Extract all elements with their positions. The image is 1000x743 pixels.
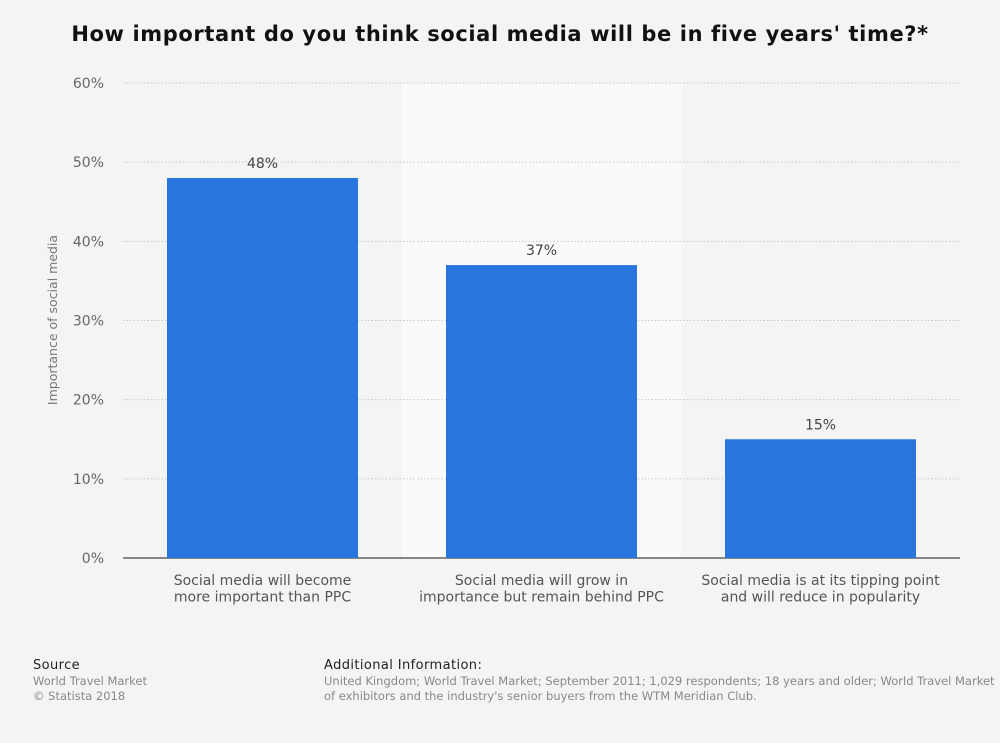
bar-chart: 0% 10% 20% 30% 40% 50% 60% 48% 37% 15% Social me… <box>45 76 960 606</box>
y-tick-label: 20% <box>73 393 104 409</box>
x-category-label: Social media will grow in <box>455 573 628 589</box>
bar[interactable] <box>167 178 358 558</box>
chart-title: How important do you think social media … <box>71 22 929 46</box>
bar[interactable] <box>725 439 916 558</box>
x-category-label: Social media is at its tipping point <box>701 573 940 589</box>
y-tick-label: 40% <box>73 234 104 250</box>
y-axis-label: Importance of social media <box>45 235 60 405</box>
source-line[interactable]: World Travel Market <box>33 674 147 688</box>
additional-info-line: of exhibitors and the industry's senior … <box>324 689 757 703</box>
y-tick-label: 10% <box>73 472 104 488</box>
x-category-label: more important than PPC <box>174 590 351 606</box>
source-heading: Source <box>33 658 81 673</box>
copyright-line: © Statista 2018 <box>33 689 126 703</box>
data-label: 37% <box>526 243 557 259</box>
data-label: 48% <box>247 156 278 172</box>
x-category-label: Social media will become <box>174 573 352 589</box>
bar[interactable] <box>446 265 637 558</box>
additional-info-heading: Additional Information: <box>324 658 483 673</box>
x-category-label: importance but remain behind PPC <box>419 590 664 606</box>
y-tick-label: 50% <box>73 155 104 171</box>
y-tick-label: 60% <box>73 76 104 92</box>
x-category-label: and will reduce in popularity <box>721 590 920 606</box>
additional-info-block: Additional Information: United Kingdom; … <box>324 658 1000 704</box>
y-tick-label: 30% <box>73 314 104 330</box>
y-tick-label: 0% <box>82 551 104 567</box>
source-block: Source World Travel Market © Statista 20… <box>33 658 147 704</box>
data-label: 15% <box>805 417 836 433</box>
additional-info-line: United Kingdom; World Travel Market; Sep… <box>324 674 995 688</box>
